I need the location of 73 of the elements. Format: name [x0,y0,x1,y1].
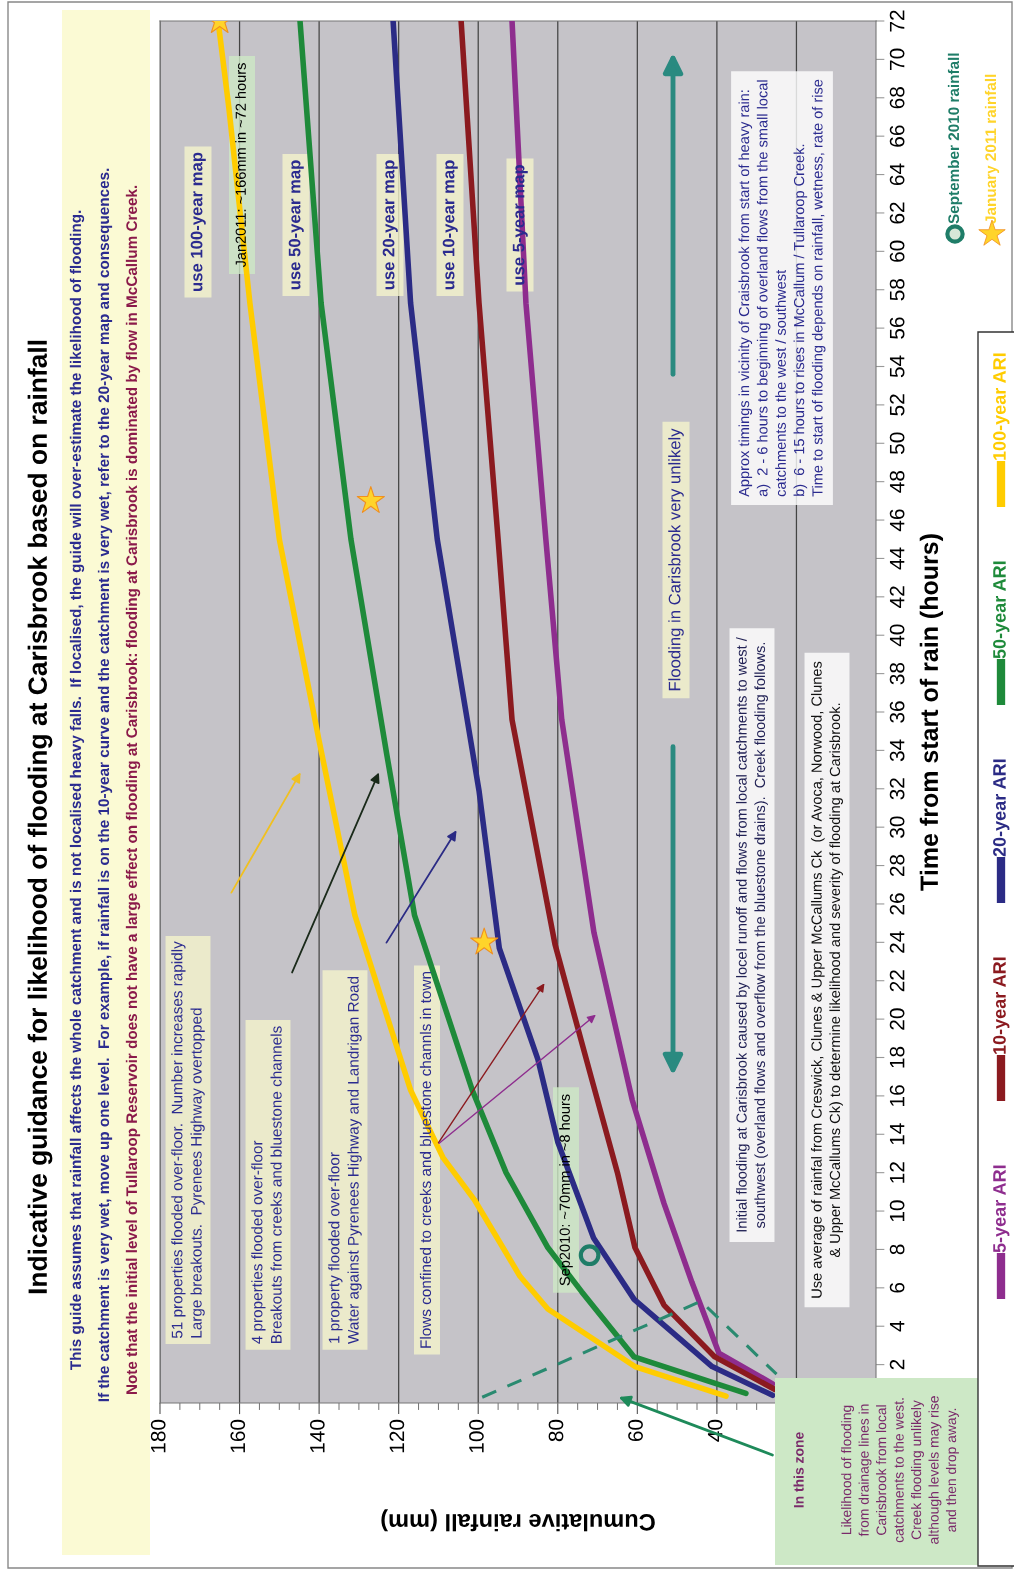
y-tick-label: 38 [889,662,905,685]
annotation: Initial flooding at Carisbrook caused by locel runoff and flows from local catchments to west / southwest (overland flows and overflow from the bluestone drains). Creek flooding follows. [736,637,768,1232]
y-tick-label: 52 [889,394,905,416]
text: September 2010 rainfall [947,53,963,224]
annotation: Approx timings in vicinity of Craisbrook from start of heavy rain: a) 2 - 6 hours to beginning of overland flows from the small local catchments to the west / southwest b) 6 - 15 hours to rises in McCallum / Tullaroop Creek. Time to start of flooding depends on rainfall, wetness, rate of rise [738,79,826,497]
x-tick-label: 60 [628,1419,643,1442]
text: 20-year ARI [993,759,1010,857]
y-tick-label: 60 [889,240,905,262]
text: 50-year ARI [993,561,1010,659]
x-tick-label: 140 [309,1419,325,1453]
annotation: Sep2010: ~70mm in ~8 hours [559,1094,573,1286]
annotation: use 50-year map [288,160,304,290]
y-tick-label: 10 [889,1200,905,1222]
y-tick-label: 16 [889,1085,905,1106]
y-tick-label: 46 [889,509,905,532]
y-tick-label: 20 [889,1008,905,1030]
annotation: Use average of rainfal from Creswick, Clunes & Upper McCallums Ck (or Avoca, Norwood, Clunes & Upper McCallums Ck) to determine likelihood and severity of flooding at Carisbrook. [811,661,843,1298]
y-tick-label: 22 [889,970,905,992]
x-axis-title: Cumulative rainfall (mm) [381,1509,655,1532]
annotation: 1 property flooded over-floor Water against Pyrenees Highway and Landrigan Road [328,976,362,1344]
annotation: Flooding in Carisbrook very unlikely [668,428,684,691]
y-axis-title: Time from start of rain (hours) [919,534,944,891]
y-tick-label: 28 [889,854,905,877]
y-tick-label: 36 [889,701,905,723]
annotation: Flows confined to creeks and bluestone channls in town [419,972,432,1348]
text: 10-year ARI [993,957,1010,1054]
y-tick-label: 6 [889,1282,905,1293]
text: In this zone [793,1432,804,1508]
text: January 2011 rainfall [984,74,1000,224]
text: Indicative guidance for likelihood of flooding at Carisbrook based on rainfall [27,340,53,1294]
y-tick-label: 8 [889,1244,905,1255]
text: This guide assumes that rainfall affects the whole catchment and is not localised heavy falls. If localised, the guide will over-estimate the likelihood of flooding. [69,210,85,1371]
y-tick-label: 2 [889,1359,905,1370]
annotation: Likelihood of flooding from drainage lines in Carisbrook from local catchments to the west. Creek flooding unlikely although levels may rise and then drop away. [841,1396,959,1544]
y-tick-label: 70 [889,48,905,70]
y-tick-label: 56 [889,317,905,339]
x-tick-label: 100 [469,1419,484,1453]
y-tick-label: 34 [889,739,905,762]
annotation: use 20-year map [382,160,398,290]
y-tick-label: 4 [889,1321,905,1332]
text: 100-year ARI [993,353,1010,460]
y-tick-label: 30 [889,816,905,838]
text: Note that the initial level of Tullaroop Reservoir does not have a large effect on flooding at Carisbrook: flooding at Carisbrook is dominated by flow in McCallum Creek. [125,185,141,1395]
y-tick-label: 64 [889,163,905,186]
y-tick-label: 18 [889,1046,905,1068]
annotation: 51 properties flooded over-floor. Number increases rapidly Large breakouts. Pyrenees Highway overtopped [171,941,205,1339]
y-tick-label: 72 [889,10,905,32]
y-tick-label: 42 [889,586,905,608]
y-tick-label: 62 [889,202,905,224]
text: 5-year ARI [993,1165,1010,1253]
annotation: use 5-year map [512,165,528,285]
y-tick-label: 68 [889,87,905,109]
y-tick-label: 48 [889,470,905,493]
y-tick-label: 40 [889,624,905,647]
y-tick-label: 32 [889,778,905,800]
y-tick-label: 12 [889,1162,905,1183]
x-tick-label: 80 [548,1419,564,1442]
y-tick-label: 14 [889,1123,905,1145]
x-tick-label: 180 [150,1419,166,1453]
y-tick-label: 58 [889,279,905,301]
annotation: Jan2011: ~166mm in ~72 hours [235,63,246,268]
annotation: 4 properties flooded over-floor Breakouts from creeks and bluestone channels [251,1026,282,1344]
x-tick-label: 120 [389,1419,405,1453]
y-tick-label: 50 [889,432,905,455]
y-tick-label: 66 [889,125,905,147]
annotation: use 10-year map [442,160,458,290]
y-tick-label: 54 [889,355,905,378]
text: If the catchment is very wet, move up one level. For example, if rainfall is on the 10-year curve and the catchment is very wet, refer to the 20-year map and consequences. [97,168,113,1402]
y-tick-label: 44 [889,547,905,570]
y-tick-label: 24 [889,931,905,953]
y-tick-label: 26 [889,893,905,915]
x-tick-label: 160 [230,1419,246,1453]
annotation: use 100-year map [190,152,206,291]
